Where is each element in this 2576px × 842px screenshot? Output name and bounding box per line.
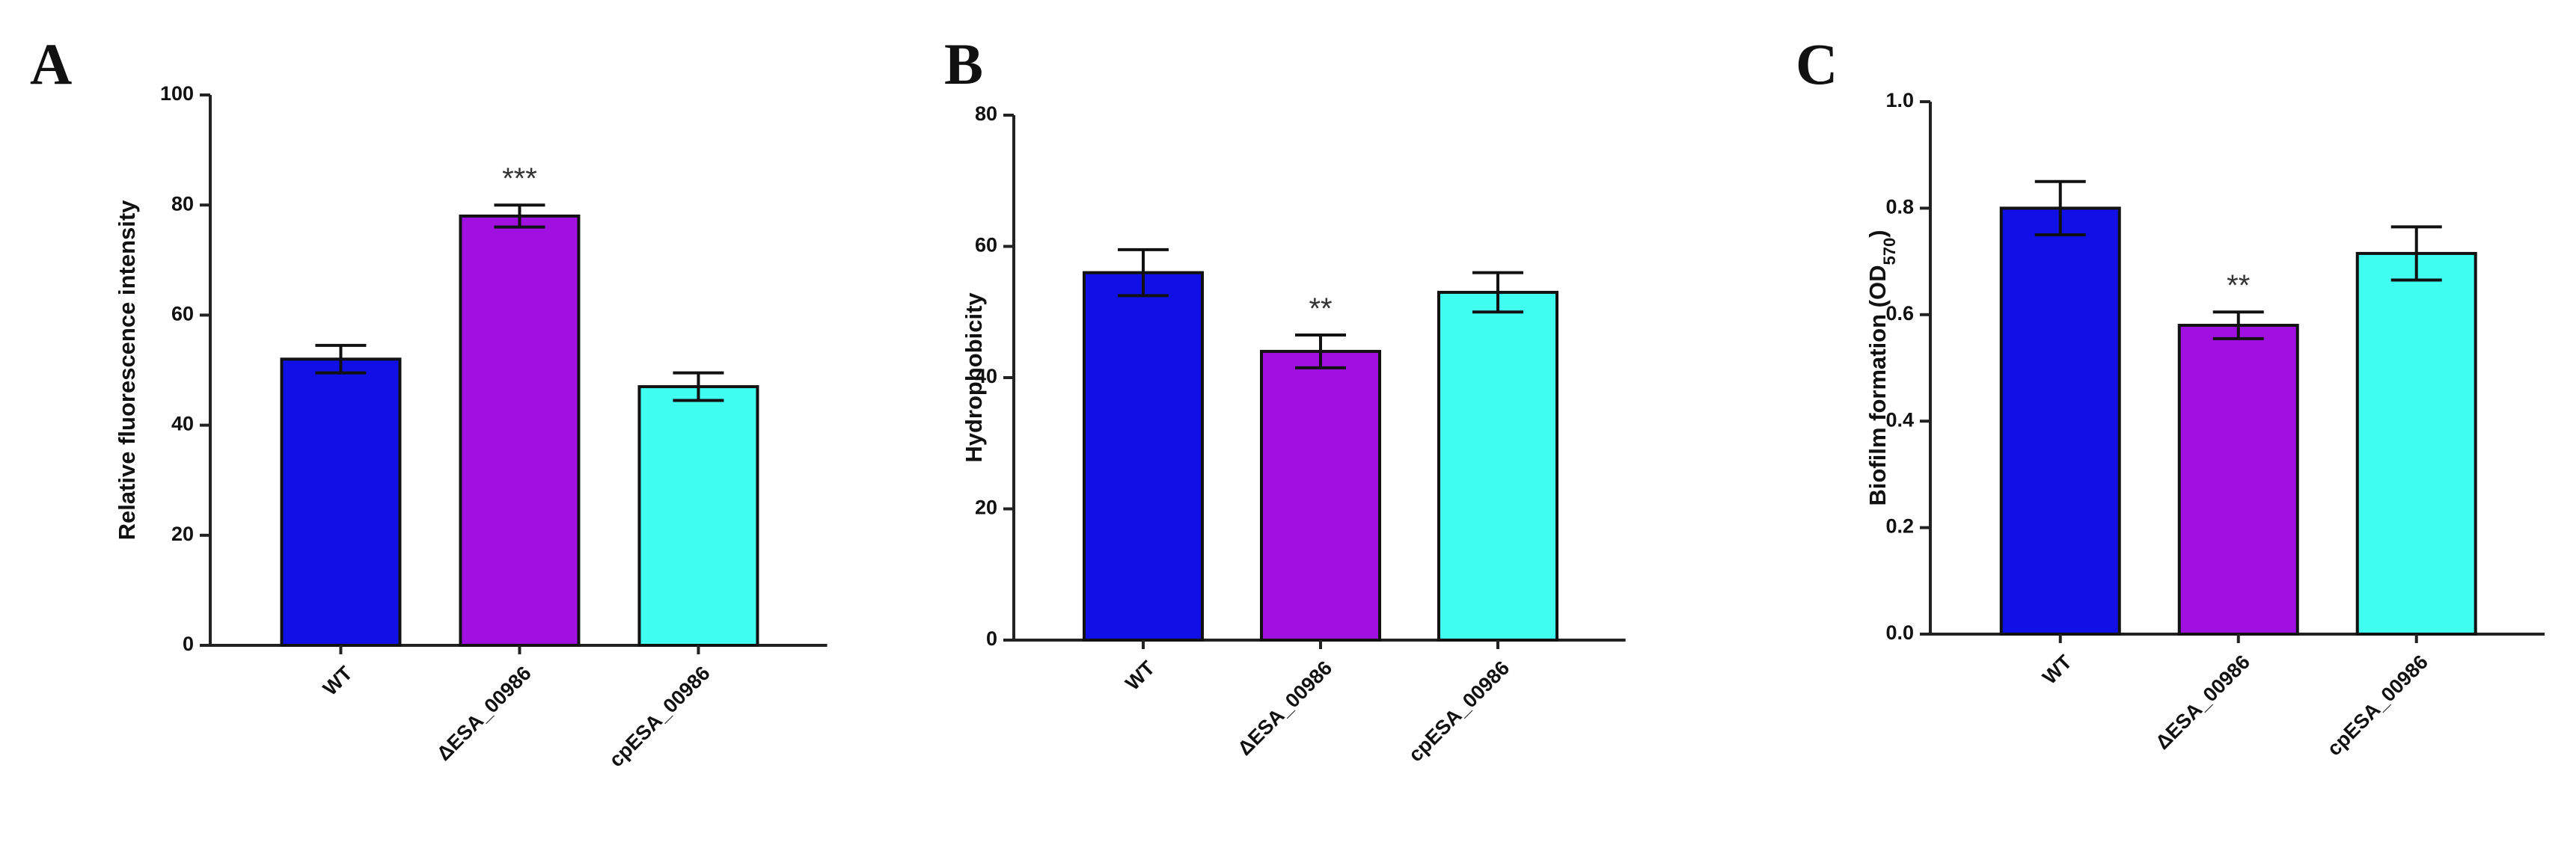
y-axis-label-part: 570 — [1880, 238, 1899, 265]
y-tick-label: 0.8 — [1885, 196, 1914, 218]
x-tick-label: ΔESA_00986 — [1233, 657, 1336, 760]
y-tick-label: 40 — [975, 365, 997, 387]
x-tick-label: WT — [1121, 657, 1159, 695]
bar — [1999, 206, 2121, 636]
y-tick-label: 60 — [171, 303, 194, 325]
y-axis-label-part: Biofilm formation (OD — [1864, 265, 1891, 506]
bar — [637, 385, 759, 648]
significance: ** — [1309, 292, 1332, 325]
bar — [1437, 290, 1559, 642]
x-tick-label: cpESA_00986 — [1404, 657, 1514, 766]
bar — [280, 357, 402, 647]
x-tick-label: WT — [319, 662, 357, 700]
x-tick-label: ΔESA_00986 — [432, 662, 536, 765]
y-tick-label: 1.0 — [1885, 89, 1914, 111]
y-axis-label: Biofilm formation (OD570) — [1864, 230, 1899, 505]
significance: *** — [502, 162, 537, 195]
y-tick-label: 20 — [975, 497, 997, 519]
panel-label: B — [944, 31, 983, 96]
x-tick-label: cpESA_00986 — [605, 662, 714, 771]
y-axis-label-part: ) — [1864, 230, 1891, 237]
bar — [2177, 324, 2299, 636]
bar — [1260, 349, 1382, 642]
y-tick-label: 60 — [975, 234, 997, 256]
significance: ** — [2227, 269, 2250, 302]
x-tick-label: cpESA_00986 — [2323, 651, 2432, 760]
y-tick-label: 0 — [986, 627, 997, 650]
bar — [1083, 271, 1205, 642]
y-tick-label: 0.6 — [1885, 302, 1914, 325]
y-tick-label: 0.0 — [1885, 621, 1914, 644]
y-tick-label: 0.2 — [1885, 515, 1914, 538]
y-tick-label: 0.4 — [1885, 408, 1914, 431]
bar — [2355, 251, 2477, 636]
y-tick-label: 80 — [975, 102, 997, 125]
y-axis-label: Relative fluorescence intensity — [114, 200, 140, 541]
y-tick-label: 100 — [160, 82, 194, 105]
panel-label: A — [30, 31, 72, 96]
y-tick-label: 0 — [183, 633, 194, 655]
x-tick-label: ΔESA_00986 — [2151, 651, 2254, 754]
x-tick-label: WT — [2038, 651, 2076, 689]
bar — [459, 214, 581, 648]
y-tick-label: 20 — [171, 523, 194, 545]
y-tick-label: 40 — [171, 413, 194, 435]
panel-label: C — [1796, 31, 1838, 96]
y-axis-label: Hydrophobicity — [961, 292, 987, 463]
y-tick-label: 80 — [171, 192, 194, 215]
